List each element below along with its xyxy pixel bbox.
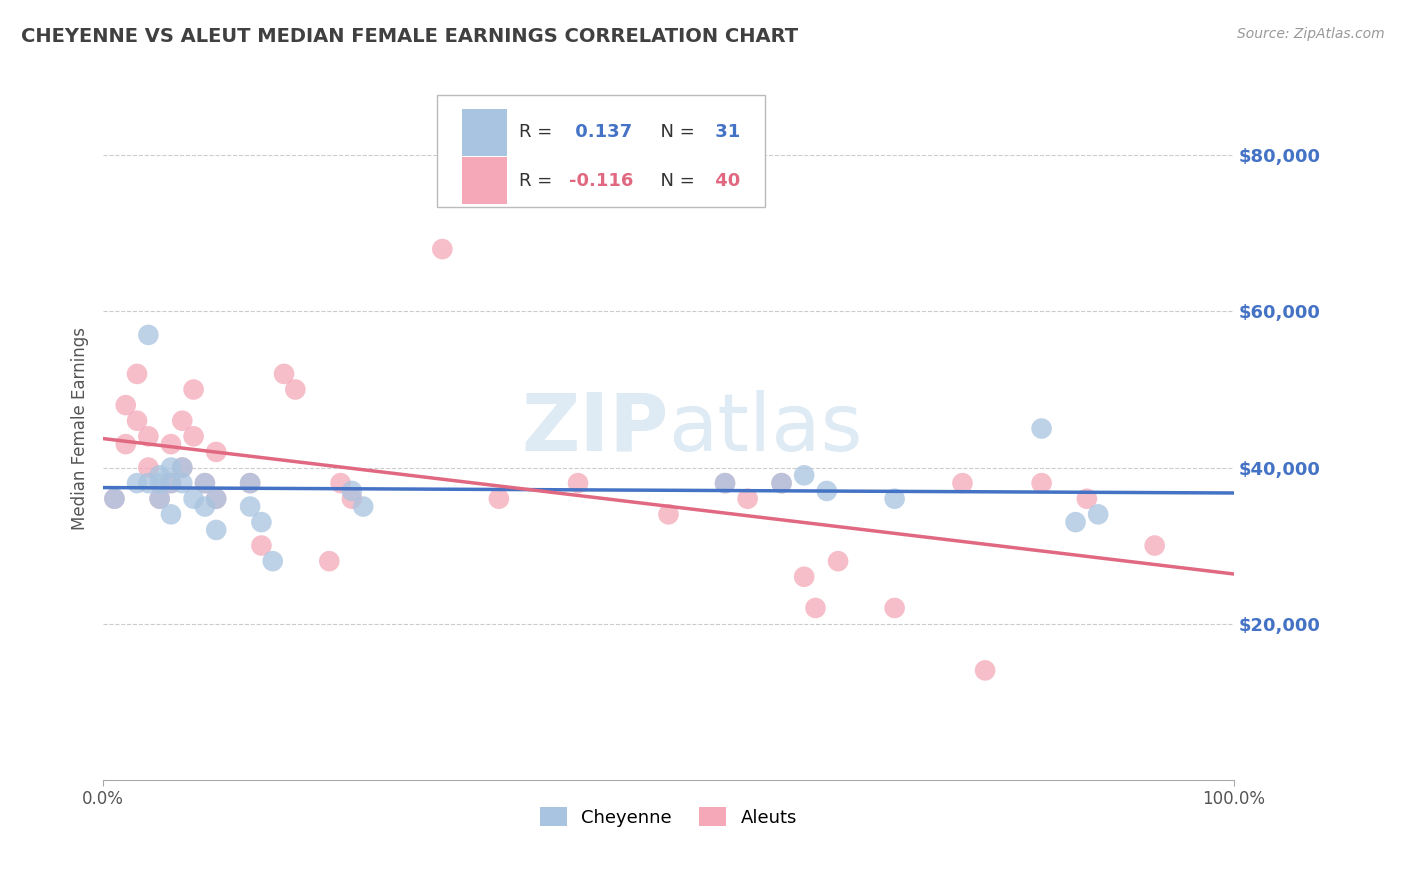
Point <box>172 460 194 475</box>
FancyBboxPatch shape <box>437 95 765 207</box>
Point <box>160 508 183 522</box>
Point <box>1031 476 1053 491</box>
Point <box>284 383 307 397</box>
Point <box>149 491 172 506</box>
Text: CHEYENNE VS ALEUT MEDIAN FEMALE EARNINGS CORRELATION CHART: CHEYENNE VS ALEUT MEDIAN FEMALE EARNINGS… <box>21 27 799 45</box>
Point <box>149 476 172 491</box>
Point <box>149 468 172 483</box>
Point <box>815 483 838 498</box>
Point <box>239 476 262 491</box>
Point <box>138 476 160 491</box>
Legend: Cheyenne, Aleuts: Cheyenne, Aleuts <box>533 800 804 834</box>
Point <box>262 554 284 568</box>
Point <box>103 491 125 506</box>
Point <box>125 476 148 491</box>
Point <box>160 476 183 491</box>
Point <box>432 242 454 256</box>
Point <box>183 383 205 397</box>
Point <box>804 601 827 615</box>
Text: 40: 40 <box>709 171 741 190</box>
Point <box>793 468 815 483</box>
Point <box>160 437 183 451</box>
Point <box>125 367 148 381</box>
Point <box>114 437 136 451</box>
Point <box>567 476 589 491</box>
Text: R =: R = <box>519 123 558 141</box>
Y-axis label: Median Female Earnings: Median Female Earnings <box>72 327 89 530</box>
Text: Source: ZipAtlas.com: Source: ZipAtlas.com <box>1237 27 1385 41</box>
Point <box>250 515 273 529</box>
Point <box>250 539 273 553</box>
Text: atlas: atlas <box>668 390 863 467</box>
Point <box>172 476 194 491</box>
Point <box>183 429 205 443</box>
Point <box>125 414 148 428</box>
Point <box>488 491 510 506</box>
Point <box>1143 539 1166 553</box>
Point <box>172 460 194 475</box>
Point <box>239 476 262 491</box>
Point <box>793 570 815 584</box>
Point <box>149 491 172 506</box>
Point <box>138 460 160 475</box>
Point <box>205 523 228 537</box>
Point <box>657 508 679 522</box>
Point <box>194 476 217 491</box>
Point <box>770 476 793 491</box>
Point <box>340 483 363 498</box>
FancyBboxPatch shape <box>461 109 506 156</box>
Point <box>138 429 160 443</box>
Point <box>714 476 737 491</box>
Point <box>352 500 374 514</box>
Point <box>1064 515 1087 529</box>
Point <box>770 476 793 491</box>
Point <box>1087 508 1109 522</box>
Point <box>1076 491 1098 506</box>
Point <box>160 476 183 491</box>
Point <box>114 398 136 412</box>
Point <box>183 491 205 506</box>
Point <box>205 445 228 459</box>
Point <box>952 476 974 491</box>
Point <box>340 491 363 506</box>
Point <box>160 460 183 475</box>
Point <box>318 554 340 568</box>
Point <box>827 554 849 568</box>
Point <box>329 476 352 491</box>
Point <box>883 491 905 506</box>
Point <box>172 414 194 428</box>
Point <box>273 367 295 381</box>
Text: N =: N = <box>650 171 700 190</box>
Text: R =: R = <box>519 171 558 190</box>
Point <box>714 476 737 491</box>
Point <box>737 491 759 506</box>
Point <box>883 601 905 615</box>
Text: -0.116: -0.116 <box>569 171 633 190</box>
Point <box>194 500 217 514</box>
Point <box>103 491 125 506</box>
Point <box>205 491 228 506</box>
Point <box>194 476 217 491</box>
Point <box>239 500 262 514</box>
Point <box>974 664 997 678</box>
Point <box>138 327 160 342</box>
Text: N =: N = <box>650 123 700 141</box>
Text: 31: 31 <box>709 123 741 141</box>
Point <box>1031 421 1053 435</box>
Text: 0.137: 0.137 <box>569 123 633 141</box>
Point <box>205 491 228 506</box>
Text: ZIP: ZIP <box>522 390 668 467</box>
FancyBboxPatch shape <box>461 157 506 204</box>
